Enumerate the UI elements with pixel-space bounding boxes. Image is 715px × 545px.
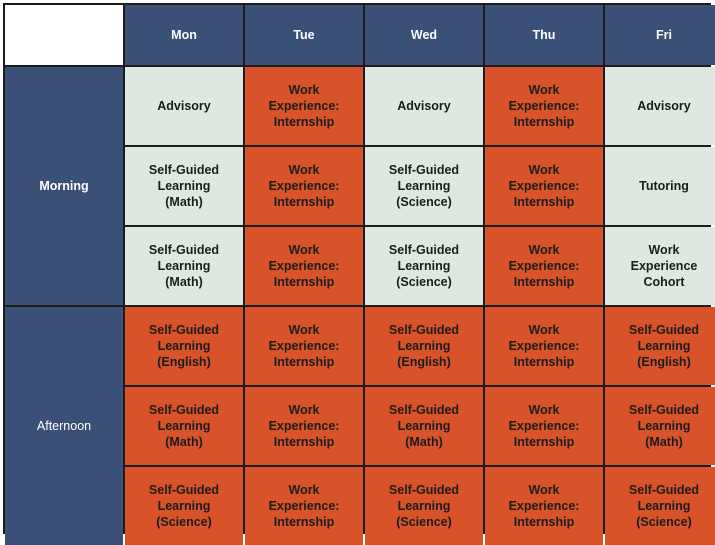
schedule-cell: Self-Guided Learning (Math) [125, 147, 243, 225]
day-header-wed: Wed [365, 5, 483, 65]
schedule-cell: Work Experience: Internship [245, 147, 363, 225]
schedule-cell: Advisory [365, 67, 483, 145]
schedule-cell: Advisory [125, 67, 243, 145]
schedule-cell: Self-Guided Learning (English) [365, 307, 483, 385]
schedule-cell: Work Experience: Internship [485, 67, 603, 145]
period-label-morning: Morning [5, 67, 123, 305]
day-header-tue: Tue [245, 5, 363, 65]
schedule-cell: Self-Guided Learning (Science) [605, 467, 715, 545]
schedule-cell: Self-Guided Learning (English) [605, 307, 715, 385]
schedule-cell: Self-Guided Learning (Science) [365, 227, 483, 305]
schedule-cell: Work Experience: Internship [485, 227, 603, 305]
schedule-table: Mon Tue Wed Thu Fri Morning Afternoon Ad… [3, 3, 715, 545]
schedule-cell: Self-Guided Learning (Math) [125, 227, 243, 305]
schedule-cell: Self-Guided Learning (Science) [365, 147, 483, 225]
schedule-cell: Work Experience: Internship [485, 467, 603, 545]
day-header-thu: Thu [485, 5, 603, 65]
period-label-afternoon: Afternoon [5, 307, 123, 545]
schedule-cell: Work Experience: Internship [485, 147, 603, 225]
corner-cell [5, 5, 123, 65]
schedule-cell: Work Experience: Internship [485, 307, 603, 385]
schedule-cell: Self-Guided Learning (English) [125, 307, 243, 385]
schedule-cell: Self-Guided Learning (Math) [365, 387, 483, 465]
schedule-cell: Self-Guided Learning (Science) [125, 467, 243, 545]
schedule-cell: Work Experience: Internship [245, 387, 363, 465]
schedule-cell: Work Experience Cohort [605, 227, 715, 305]
schedule-cell: Advisory [605, 67, 715, 145]
schedule-cell: Tutoring [605, 147, 715, 225]
schedule-cell: Work Experience: Internship [245, 467, 363, 545]
schedule-cell: Self-Guided Learning (Math) [605, 387, 715, 465]
schedule-cell: Work Experience: Internship [485, 387, 603, 465]
schedule-cell: Work Experience: Internship [245, 307, 363, 385]
schedule-cell: Self-Guided Learning (Science) [365, 467, 483, 545]
day-header-mon: Mon [125, 5, 243, 65]
schedule-cell: Self-Guided Learning (Math) [125, 387, 243, 465]
day-header-fri: Fri [605, 5, 715, 65]
schedule-cell: Work Experience: Internship [245, 227, 363, 305]
schedule-cell: Work Experience: Internship [245, 67, 363, 145]
